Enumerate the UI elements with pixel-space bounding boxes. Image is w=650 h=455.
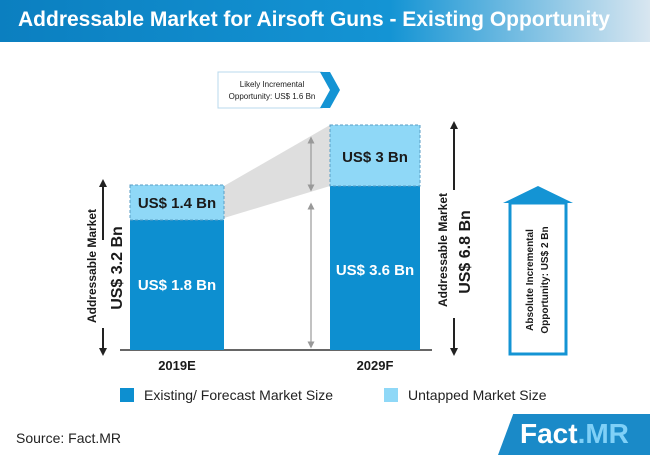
connector-wedge [224, 125, 330, 218]
legend-label-untapped: Untapped Market Size [408, 387, 547, 403]
addressable-title-2019e: Addressable Market [85, 209, 99, 323]
label-2029f-existing: US$ 3.6 Bn [336, 262, 414, 279]
incremental-opportunity-line1: Likely Incremental [240, 80, 305, 89]
legend-swatch-untapped [384, 388, 398, 402]
absolute-opportunity-line2: Opportunity: US$ 2 Bn [540, 226, 551, 333]
category-2029f: 2029F [357, 358, 394, 373]
logo-text-mr: .MR [577, 418, 629, 449]
incremental-opportunity-callout: Likely Incremental Opportunity: US$ 1.6 … [217, 71, 340, 109]
category-2019e: 2019E [158, 358, 196, 373]
legend-label-existing: Existing/ Forecast Market Size [144, 387, 334, 403]
legend-existing: Existing/ Forecast Market Size [120, 387, 333, 403]
label-2029f-untapped: US$ 3 Bn [342, 149, 408, 166]
page-title: Addressable Market for Airsoft Guns - Ex… [18, 8, 610, 31]
label-2019e-existing: US$ 1.8 Bn [138, 277, 216, 294]
source-note: Source: Fact.MR [16, 430, 122, 446]
bar-2019e-existing [130, 220, 224, 350]
bar-2029f-existing [330, 186, 420, 350]
legend-swatch-existing [120, 388, 134, 402]
factmr-logo: Fact.MR [498, 414, 650, 455]
addressable-title-2029f: Addressable Market [436, 193, 450, 307]
bar-2019e-untapped [129, 184, 225, 221]
addressable-total-2029f: US$ 6.8 Bn [457, 210, 474, 294]
incremental-opportunity-line2: Opportunity: US$ 1.6 Bn [229, 92, 316, 101]
legend-untapped: Untapped Market Size [384, 387, 547, 403]
absolute-opportunity-line1: Absolute Incremental [525, 229, 536, 331]
title-banner: Addressable Market for Airsoft Guns - Ex… [0, 0, 650, 42]
label-2019e-untapped: US$ 1.4 Bn [138, 195, 216, 212]
logo-text-fact: Fact [520, 418, 578, 449]
addressable-total-2019e: US$ 3.2 Bn [109, 226, 126, 310]
bar-2029f-untapped [329, 124, 421, 187]
absolute-opportunity-arrow: Absolute Incremental Opportunity: US$ 2 … [503, 186, 573, 356]
